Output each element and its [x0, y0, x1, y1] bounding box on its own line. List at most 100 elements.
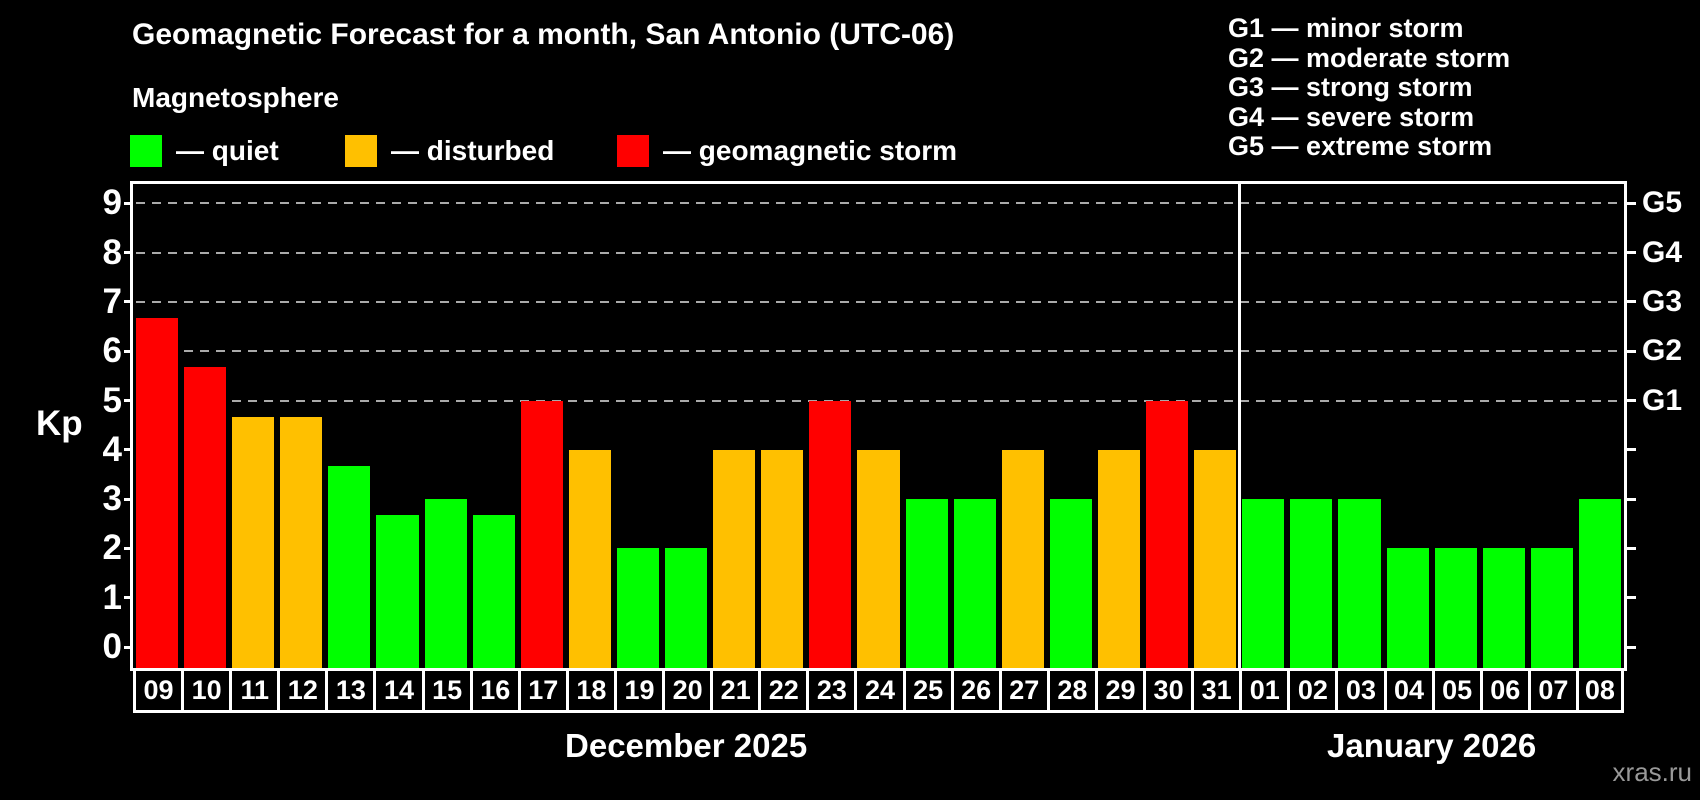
day-label-dec-25: 25 — [902, 668, 951, 713]
day-label-jan-03: 03 — [1335, 668, 1384, 713]
y-tick-1 — [124, 596, 133, 600]
g-legend-line-3: G3 — strong storm — [1228, 72, 1473, 102]
kp-bar-dec-15 — [424, 499, 467, 668]
g-legend-line-4: G4 — severe storm — [1228, 101, 1475, 132]
right-tick-3 — [1627, 497, 1636, 501]
right-tick-0 — [1627, 645, 1636, 649]
plot-frame-top — [130, 181, 1627, 184]
kp-bar-dec-18 — [568, 449, 611, 668]
legend-swatch-storm — [617, 135, 649, 167]
day-label-dec-14: 14 — [373, 668, 422, 713]
plot-frame-left — [130, 181, 133, 671]
legend-label-storm: — geomagnetic storm — [663, 135, 958, 166]
day-label-jan-04: 04 — [1383, 668, 1432, 713]
day-label-dec-27: 27 — [998, 668, 1047, 713]
y-tick-label-8: 8 — [102, 232, 122, 272]
y-tick-5 — [124, 399, 133, 402]
kp-bar-dec-12 — [280, 416, 323, 668]
gridline-8 — [136, 251, 1624, 254]
y-tick-label-4: 4 — [102, 429, 122, 469]
right-tick-4 — [1627, 448, 1636, 452]
y-axis-title: Kp — [36, 404, 83, 443]
y-tick-label-1: 1 — [102, 577, 122, 617]
g-axis-label-G2: G2 — [1642, 334, 1683, 368]
kp-bar-jan-07 — [1530, 548, 1573, 668]
day-label-jan-06: 06 — [1479, 668, 1528, 713]
g-legend-line-1: G1 — minor storm — [1228, 13, 1464, 43]
kp-bar-dec-13 — [328, 466, 371, 668]
kp-bar-dec-29 — [1097, 449, 1141, 668]
kp-bar-jan-03 — [1338, 499, 1381, 668]
day-label-dec-15: 15 — [421, 668, 470, 713]
day-label-dec-24: 24 — [854, 668, 903, 713]
storm-scale-legend: G1 — minor storm G2 — moderate storm G3 — … — [1228, 13, 1510, 162]
y-tick-label-2: 2 — [102, 528, 122, 568]
right-tick-2 — [1627, 546, 1636, 550]
g-axis-label-G3: G3 — [1642, 284, 1683, 318]
day-label-dec-11: 11 — [229, 668, 278, 713]
kp-bar-dec-09 — [136, 318, 179, 668]
legend-item-storm: — geomagnetic storm — [617, 134, 957, 168]
day-label-dec-16: 16 — [469, 668, 518, 713]
day-label-dec-29: 29 — [1094, 668, 1144, 713]
day-label-dec-30: 30 — [1143, 668, 1192, 713]
watermark: xras.ru — [1612, 757, 1692, 787]
day-label-jan-08: 08 — [1575, 668, 1624, 713]
kp-bar-dec-31 — [1194, 449, 1237, 668]
y-tick-4 — [124, 448, 133, 452]
gridline-9 — [136, 202, 1624, 205]
right-tick-6 — [1627, 349, 1636, 353]
kp-bar-dec-10 — [184, 367, 227, 668]
chart-subtitle: Magnetosphere — [132, 82, 339, 113]
day-label-dec-10: 10 — [181, 668, 230, 713]
legend-item-quiet: — quiet — [130, 134, 279, 168]
legend-item-disturbed: — disturbed — [345, 134, 554, 168]
day-label-jan-01: 01 — [1239, 668, 1288, 713]
legend-swatch-disturbed — [345, 135, 377, 167]
gridline-6 — [136, 350, 1624, 353]
kp-bar-dec-14 — [376, 515, 419, 668]
kp-bar-jan-02 — [1290, 499, 1333, 668]
y-tick-label-6: 6 — [102, 331, 122, 371]
kp-bar-dec-19 — [616, 548, 660, 668]
right-tick-7 — [1627, 300, 1636, 304]
gridline-5 — [136, 399, 1624, 402]
kp-bar-dec-11 — [232, 416, 275, 668]
day-label-dec-20: 20 — [662, 668, 711, 713]
y-tick-6 — [124, 349, 133, 353]
right-tick-9 — [1627, 201, 1636, 205]
kp-bar-jan-06 — [1482, 548, 1525, 668]
kp-bar-jan-08 — [1578, 499, 1621, 668]
day-label-jan-02: 02 — [1287, 668, 1336, 713]
day-label-dec-18: 18 — [565, 668, 614, 713]
kp-bar-dec-17 — [520, 400, 563, 668]
legend-label-quiet: — quiet — [176, 135, 279, 166]
plot-frame-right — [1624, 181, 1627, 671]
y-tick-3 — [124, 497, 133, 501]
kp-bar-dec-26 — [953, 499, 996, 668]
y-tick-2 — [124, 546, 133, 550]
y-tick-label-0: 0 — [102, 627, 122, 666]
legend-label-disturbed: — disturbed — [391, 135, 555, 166]
day-label-dec-12: 12 — [277, 668, 326, 713]
g-axis-label-G1: G1 — [1642, 383, 1683, 417]
y-tick-label-9: 9 — [102, 183, 122, 223]
day-label-dec-22: 22 — [758, 668, 807, 713]
kp-bar-dec-22 — [761, 449, 804, 668]
kp-bar-dec-24 — [857, 449, 900, 668]
y-tick-label-5: 5 — [102, 380, 122, 420]
g-axis-label-G5: G5 — [1642, 186, 1683, 220]
right-tick-8 — [1627, 251, 1636, 255]
day-label-dec-13: 13 — [325, 668, 374, 713]
y-tick-label-7: 7 — [102, 281, 122, 321]
legend-swatch-quiet — [130, 135, 162, 167]
day-label-dec-09: 09 — [133, 668, 182, 713]
y-tick-label-3: 3 — [102, 479, 122, 519]
day-label-dec-31: 31 — [1191, 668, 1240, 713]
kp-bar-jan-04 — [1386, 548, 1429, 668]
day-label-dec-28: 28 — [1046, 668, 1095, 713]
y-tick-9 — [124, 201, 133, 205]
kp-bar-dec-27 — [1001, 449, 1044, 668]
kp-bar-dec-20 — [665, 548, 708, 668]
